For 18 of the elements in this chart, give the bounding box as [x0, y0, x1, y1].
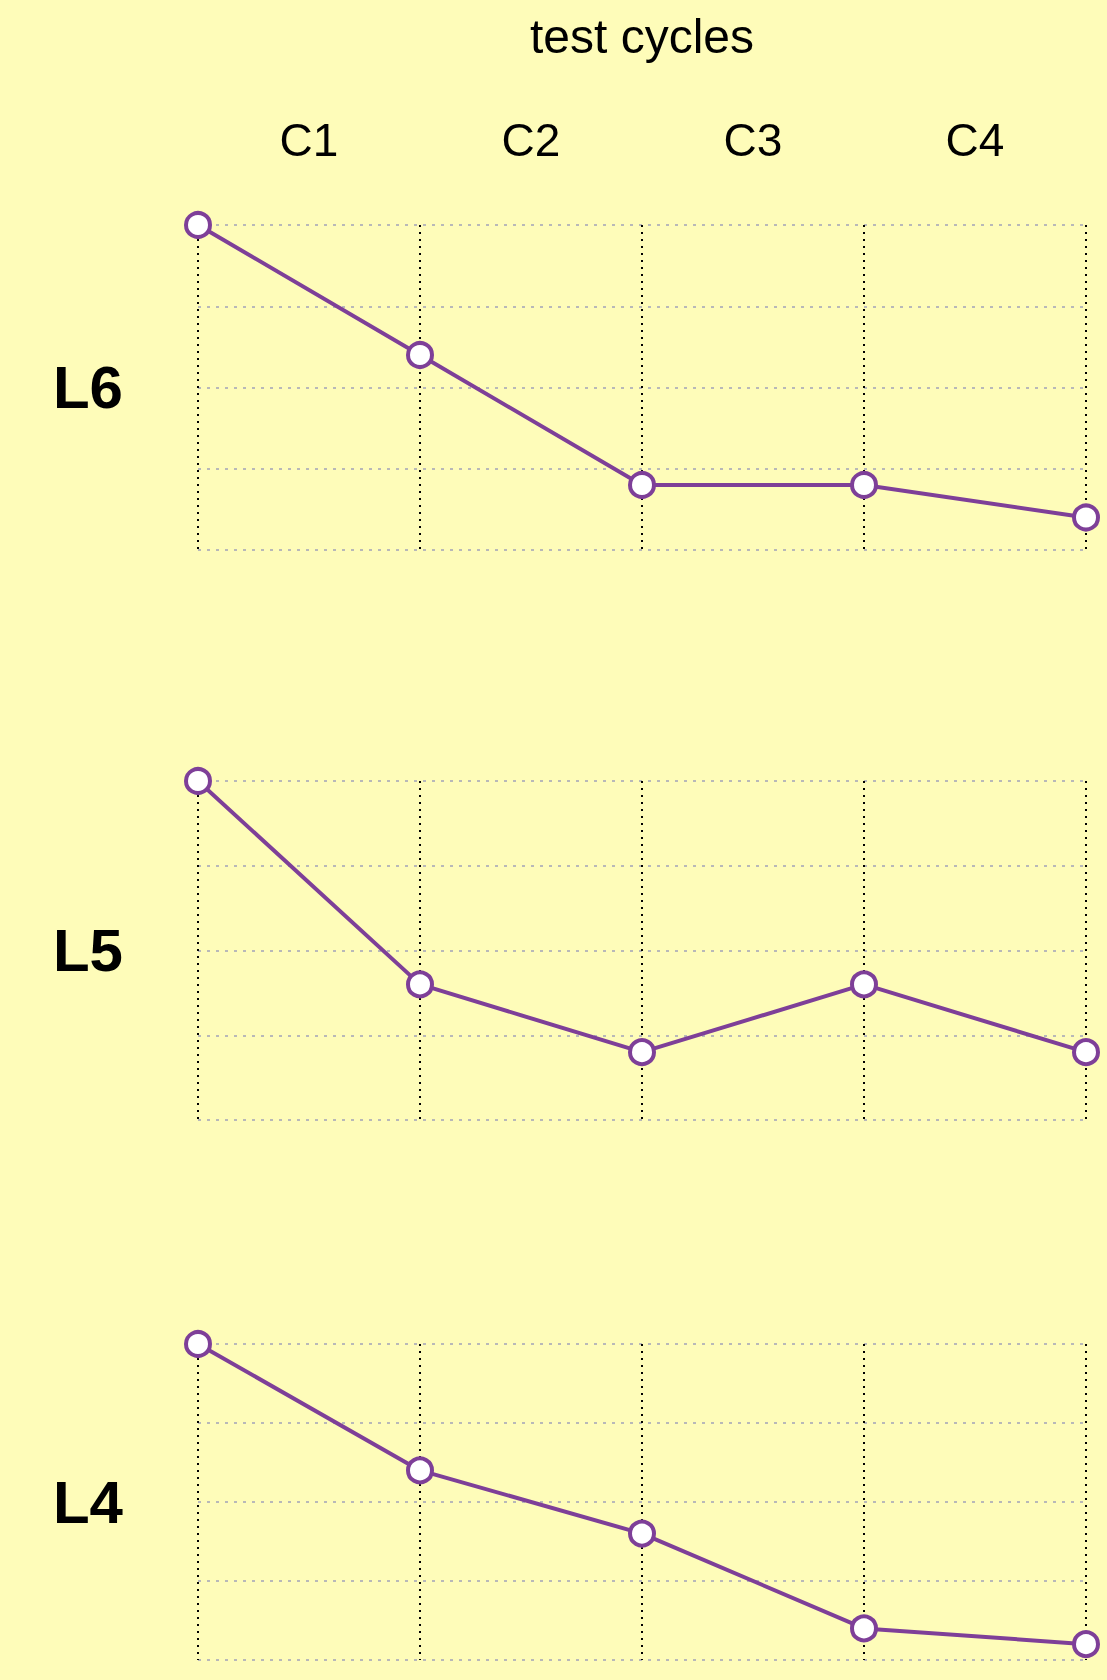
point [406, 341, 434, 369]
text: C3 [723, 114, 783, 166]
point [1072, 1630, 1100, 1659]
x-axis-title: test cycles [529, 9, 755, 63]
point [184, 1330, 212, 1358]
point [406, 1456, 434, 1485]
y-axis-title: L6 [52, 354, 123, 421]
point [184, 211, 212, 239]
y-axis-title: L4 [52, 1468, 124, 1536]
point [1072, 503, 1100, 532]
point [850, 1614, 878, 1643]
point [628, 1519, 656, 1548]
point [850, 471, 878, 499]
y-axis-title: L5 [52, 917, 123, 984]
point [628, 471, 656, 499]
text: C1 [279, 114, 339, 166]
text: C2 [501, 114, 561, 166]
text: C4 [945, 114, 1005, 166]
